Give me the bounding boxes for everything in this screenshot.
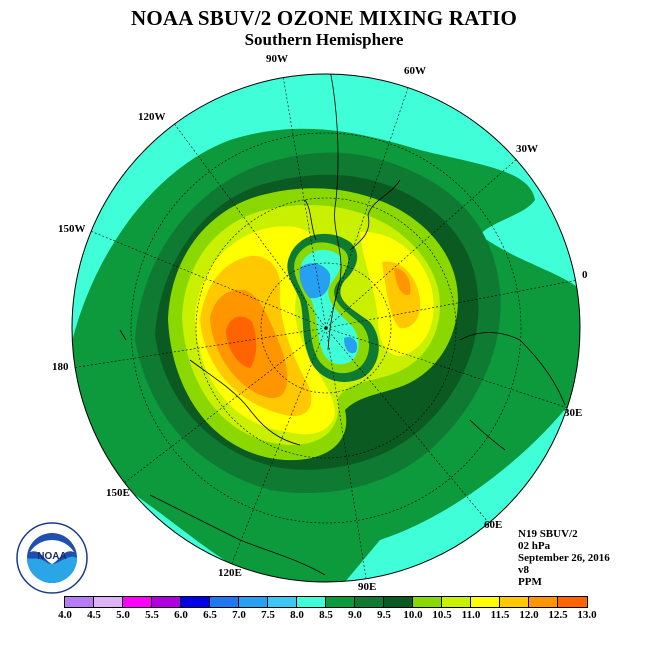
noaa-logo: NOAA — [16, 522, 88, 594]
colorbar-swatch — [471, 597, 500, 607]
lon-label: 60E — [484, 519, 502, 531]
units-label: PPM — [518, 576, 542, 588]
colorbar-tick-label: 8.5 — [319, 609, 333, 621]
colorbar-tick-label: 11.0 — [461, 609, 481, 621]
colorbar-swatch — [123, 597, 152, 607]
lon-label: 90E — [358, 581, 376, 593]
colorbar-tick-label: 6.0 — [174, 609, 188, 621]
logo-text: NOAA — [37, 551, 66, 562]
colorbar-tick-label: 6.5 — [203, 609, 217, 621]
product-info: N19 SBUV/2 02 hPa September 26, 2016 v8 … — [518, 528, 610, 588]
lon-label: 120W — [138, 111, 166, 123]
colorbar-tick-label: 7.0 — [232, 609, 246, 621]
pressure-label: 02 hPa — [518, 540, 551, 552]
colorbar-swatch — [268, 597, 297, 607]
colorbar-tick-label: 8.0 — [290, 609, 304, 621]
colorbar-tick-label: 10.5 — [432, 609, 452, 621]
lon-label: 60W — [404, 65, 426, 77]
lon-label: 30W — [516, 143, 538, 155]
colorbar-swatch — [442, 597, 471, 607]
colorbar-tick-label: 11.5 — [490, 609, 510, 621]
colorbar-swatch — [326, 597, 355, 607]
colorbar-tick-label: 4.0 — [58, 609, 72, 621]
colorbar-swatch — [210, 597, 239, 607]
lon-label: 30E — [564, 407, 582, 419]
colorbar-swatch — [297, 597, 326, 607]
colorbar-tick-label: 7.5 — [261, 609, 275, 621]
colorbar-tick-label: 10.0 — [403, 609, 423, 621]
version-label: v8 — [518, 564, 529, 576]
colorbar-tick-label: 9.0 — [348, 609, 362, 621]
colorbar-swatch — [355, 597, 384, 607]
colorbar-tick-label: 5.5 — [145, 609, 159, 621]
colorbar-tick-label: 5.0 — [116, 609, 130, 621]
lon-label: 90W — [266, 53, 288, 65]
lon-label: 0 — [582, 269, 588, 281]
colorbar-swatch — [413, 597, 442, 607]
colorbar-tick-label: 13.0 — [577, 609, 597, 621]
colorbar-swatch — [529, 597, 558, 607]
colorbar-swatch — [500, 597, 529, 607]
colorbar-tick-label: 12.0 — [519, 609, 539, 621]
ozone-field — [72, 74, 580, 582]
colorbar-swatch — [384, 597, 413, 607]
colorbar-swatch — [558, 597, 587, 607]
lon-label: 180 — [52, 361, 69, 373]
colorbar-swatch — [239, 597, 268, 607]
lon-label: 150W — [58, 223, 86, 235]
colorbar-tick-label: 4.5 — [87, 609, 101, 621]
date-label: September 26, 2016 — [518, 552, 610, 564]
colorbar-swatch — [152, 597, 181, 607]
colorbar-swatch — [65, 597, 94, 607]
colorbar-swatch — [181, 597, 210, 607]
longitude-labels: 90W 60W 30W 0 30E 60E 90E 120E 150E 180 … — [52, 53, 588, 593]
colorbar-swatch — [94, 597, 123, 607]
colorbar-tick-label: 12.5 — [548, 609, 568, 621]
lon-label: 150E — [106, 487, 130, 499]
lon-label: 120E — [218, 567, 242, 579]
colorbar-ticks: 4.0 4.5 5.0 5.5 6.0 6.5 7.0 7.5 8.0 8.5 9.0 9.5 10.0… — [0, 609, 648, 623]
instrument-label: N19 SBUV/2 — [518, 528, 578, 540]
map-subtitle: Southern Hemisphere — [244, 30, 404, 49]
map-title: NOAA SBUV/2 OZONE MIXING RATIO — [131, 6, 517, 30]
colorbar-tick-label: 9.5 — [377, 609, 391, 621]
colorbar — [64, 596, 588, 608]
